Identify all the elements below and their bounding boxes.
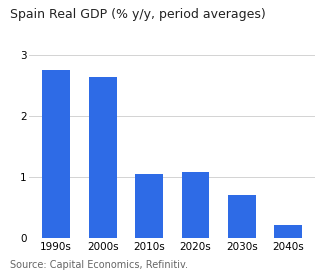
Bar bbox=[228, 195, 256, 238]
Text: Source: Capital Economics, Refinitiv.: Source: Capital Economics, Refinitiv. bbox=[10, 260, 188, 270]
Bar bbox=[274, 225, 302, 238]
Bar bbox=[135, 174, 163, 238]
Bar bbox=[182, 172, 209, 238]
Bar bbox=[89, 78, 117, 238]
Bar bbox=[42, 70, 70, 238]
Text: Spain Real GDP (% y/y, period averages): Spain Real GDP (% y/y, period averages) bbox=[10, 8, 266, 21]
